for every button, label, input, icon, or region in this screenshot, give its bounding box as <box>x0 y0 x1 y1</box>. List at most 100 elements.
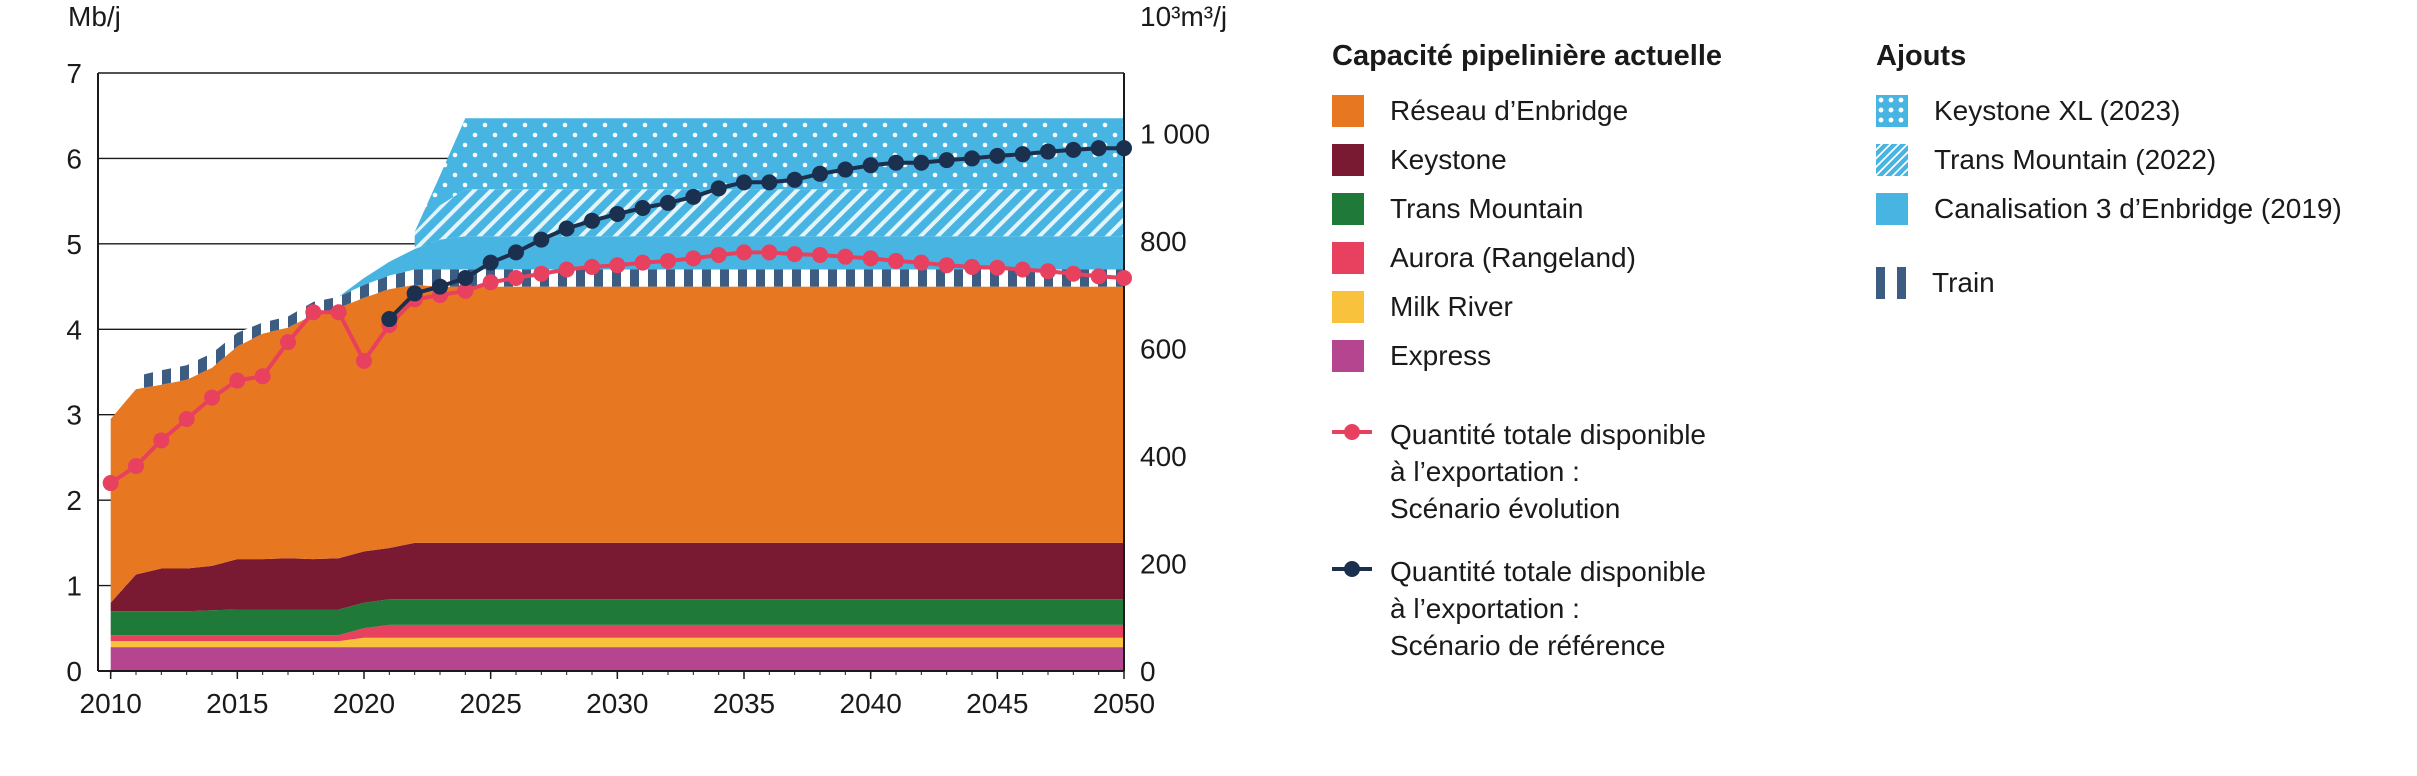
y-tick-label-right: 1 000 <box>1140 119 1210 150</box>
legend-swatch <box>1332 193 1364 225</box>
point-scenario-evolution <box>508 270 524 287</box>
y-tick-label-right: 200 <box>1140 549 1187 580</box>
point-scenario-reference <box>862 157 879 174</box>
legend-swatch <box>1876 193 1908 225</box>
legend-label: Réseau d’Enbridge <box>1390 95 1629 126</box>
legend-line-swatch <box>1332 561 1372 577</box>
point-scenario-reference <box>888 154 904 171</box>
point-scenario-evolution <box>558 261 575 278</box>
point-scenario-reference <box>584 212 600 229</box>
y-tick-label-left: 1 <box>66 571 82 602</box>
point-scenario-evolution <box>786 246 803 263</box>
point-scenario-reference <box>1040 143 1056 160</box>
area-trans-mountain <box>110 599 1124 636</box>
point-scenario-reference <box>938 152 955 169</box>
point-scenario-reference <box>482 254 499 271</box>
tick-labels: 2010 2015 2020 2025 2030 2035 2040 2045 20500123… <box>66 58 1210 719</box>
legend-label: Canalisation 3 d’Enbridge (2019) <box>1934 193 2342 224</box>
legend-additions: Ajouts Keystone XL (2023) Trans Mountain … <box>1876 40 2342 316</box>
point-scenario-evolution <box>254 368 271 385</box>
point-scenario-evolution <box>229 372 246 389</box>
point-scenario-evolution <box>457 282 474 299</box>
point-scenario-reference <box>1065 141 1082 158</box>
x-tick-label: 2020 <box>333 688 395 719</box>
point-scenario-reference <box>710 180 727 197</box>
x-tick-label: 2050 <box>1093 688 1155 719</box>
legend-label: Train <box>1932 267 1995 298</box>
point-scenario-evolution <box>964 258 980 275</box>
y-tick-label-right: 400 <box>1140 441 1187 472</box>
legend-item: Keystone <box>1332 144 1722 176</box>
x-tick-label: 2040 <box>840 688 902 719</box>
point-scenario-evolution <box>1040 263 1056 280</box>
legend-label: Aurora (Rangeland) <box>1390 242 1636 273</box>
legend-additions-list: Keystone XL (2023) Trans Mountain (2022) C… <box>1876 95 2342 225</box>
legend-item: Trans Mountain (2022) <box>1876 144 2342 176</box>
point-scenario-evolution <box>761 244 778 261</box>
point-scenario-evolution <box>1116 270 1132 287</box>
point-scenario-evolution <box>482 274 499 291</box>
y-tick-label-left: 6 <box>66 143 82 174</box>
legend-label: Trans Mountain <box>1390 193 1584 224</box>
x-tick-label: 2025 <box>460 688 522 719</box>
legend-label: Trans Mountain (2022) <box>1934 144 2217 175</box>
legend-swatch <box>1876 267 1906 299</box>
point-scenario-evolution <box>204 389 220 406</box>
point-scenario-evolution <box>685 250 702 267</box>
y-tick-label-left: 2 <box>66 485 82 516</box>
axes <box>97 73 1125 679</box>
point-scenario-reference <box>685 188 702 205</box>
legend-label: Milk River <box>1390 291 1513 322</box>
point-scenario-evolution <box>280 334 296 351</box>
point-scenario-evolution <box>812 246 828 263</box>
point-scenario-evolution <box>102 475 119 492</box>
area-keystone <box>110 542 1124 612</box>
area-express <box>110 647 1124 671</box>
point-scenario-evolution <box>1090 268 1107 285</box>
legend-item: Quantité totale disponible à l’exportati… <box>1332 416 1722 527</box>
point-scenario-evolution <box>837 248 854 265</box>
point-scenario-evolution <box>305 304 322 321</box>
point-scenario-reference <box>786 171 803 188</box>
point-scenario-reference <box>634 199 651 216</box>
point-scenario-evolution <box>1065 265 1082 282</box>
point-scenario-reference <box>736 174 752 191</box>
point-scenario-reference <box>1090 140 1107 157</box>
point-scenario-evolution <box>1014 261 1031 278</box>
y-axis-right-label: 10³m³/j <box>1140 1 1227 32</box>
point-scenario-evolution <box>710 246 727 263</box>
legend-current-list: Réseau d’Enbridge Keystone Trans Mountain A… <box>1332 95 1722 372</box>
legend-swatch <box>1332 144 1364 176</box>
legend-item: Aurora (Rangeland) <box>1332 242 1722 274</box>
point-scenario-evolution <box>862 250 879 267</box>
legend-swatch <box>1332 291 1364 323</box>
point-scenario-evolution <box>178 410 195 427</box>
x-tick-label: 2030 <box>586 688 648 719</box>
legend-label: Keystone <box>1390 144 1507 175</box>
y-tick-label-left: 7 <box>66 58 82 89</box>
legend-line-list: Quantité totale disponible à l’exportati… <box>1332 416 1722 664</box>
legend-label: Keystone XL (2023) <box>1934 95 2181 126</box>
legend-item: Trans Mountain <box>1332 193 1722 225</box>
area-canalisation-3-d-enbridge-2019 <box>338 236 1124 297</box>
export-lines <box>102 140 1132 492</box>
legend-label: Quantité totale disponible à l’exportati… <box>1390 556 1706 661</box>
point-scenario-reference <box>457 270 474 287</box>
point-scenario-evolution <box>128 457 144 474</box>
legend-current: Capacité pipelinière actuelle Réseau d’E… <box>1332 40 1722 690</box>
y-tick-label-right: 0 <box>1140 656 1156 687</box>
point-scenario-evolution <box>660 252 676 269</box>
legend-item: Train <box>1876 267 2342 299</box>
point-scenario-reference <box>913 154 930 171</box>
legend-line-swatch <box>1332 424 1372 440</box>
y-axis-left-label: Mb/j <box>68 1 121 32</box>
point-scenario-evolution <box>356 352 372 369</box>
point-scenario-evolution <box>533 265 550 282</box>
legend-additions-title: Ajouts <box>1876 40 1967 72</box>
legend-swatch <box>1876 95 1908 127</box>
x-tick-label: 2015 <box>206 688 268 719</box>
legend-item: Canalisation 3 d’Enbridge (2019) <box>1876 193 2342 225</box>
point-scenario-reference <box>964 150 980 167</box>
legend-label: Quantité totale disponible à l’exportati… <box>1390 419 1706 524</box>
point-scenario-evolution <box>153 432 170 449</box>
